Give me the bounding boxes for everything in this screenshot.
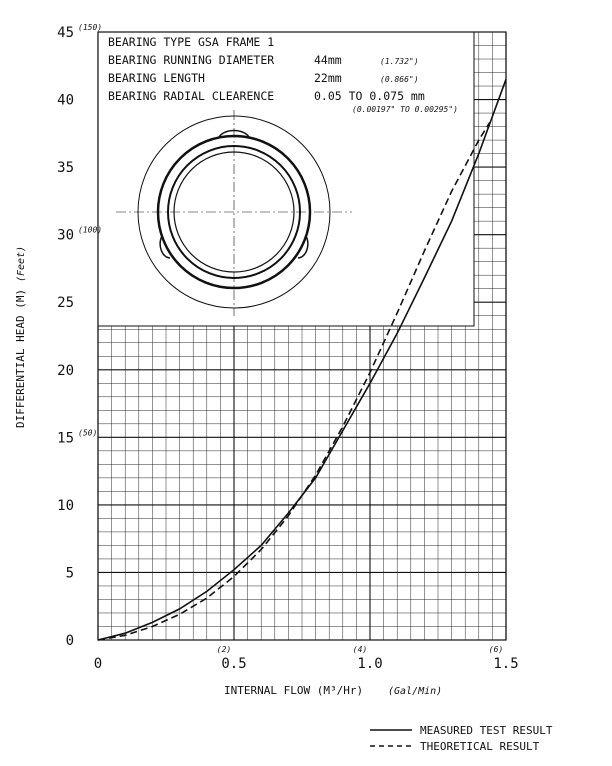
y-tick-label: 40 xyxy=(57,93,74,109)
bearing-lobe-right xyxy=(297,235,309,259)
bearing-drawing xyxy=(116,110,352,316)
info-line-3-label: BEARING LENGTH xyxy=(108,71,205,85)
y-alt-tick-label: (50) xyxy=(78,428,97,437)
bearing-info: BEARING TYPE GSA FRAME 1 BEARING RUNNING… xyxy=(108,35,458,114)
legend: MEASURED TEST RESULT THEORETICAL RESULT xyxy=(370,724,553,753)
info-line-2-value: 44mm xyxy=(314,53,342,67)
y-tick-label: 45 xyxy=(57,25,74,41)
y-axis-title: DIFFERENTIAL HEAD (M) xyxy=(14,289,27,428)
y-tick-label: 0 xyxy=(66,633,74,649)
y-alt-tick-label: (150) xyxy=(78,23,102,32)
x-axis-alt-title: (Gal/Min) xyxy=(388,686,442,697)
x-alt-tick-label: (6) xyxy=(489,645,503,654)
x-axis-title: INTERNAL FLOW (M³/Hr) xyxy=(224,684,363,697)
y-tick-label: 35 xyxy=(57,160,74,176)
legend-label: MEASURED TEST RESULT xyxy=(420,724,553,737)
x-tick-label: 1.5 xyxy=(493,656,518,672)
info-line-4-value: 0.05 TO 0.075 mm xyxy=(314,89,425,103)
x-tick-label: 0 xyxy=(94,656,102,672)
legend-label: THEORETICAL RESULT xyxy=(420,740,540,753)
info-line-2-label: BEARING RUNNING DIAMETER xyxy=(108,53,274,67)
y-tick-label: 5 xyxy=(66,565,74,581)
y-axis-alt-title: (Feet) xyxy=(16,246,27,282)
x-alt-tick-label: (2) xyxy=(217,645,231,654)
y-tick-label: 15 xyxy=(57,430,74,446)
info-line-2-alt: (1.732") xyxy=(380,57,419,66)
bearing-lobe-left xyxy=(159,235,171,259)
inset-panel xyxy=(97,31,475,327)
info-line-4-label: BEARING RADIAL CLEARENCE xyxy=(108,89,274,103)
tick-layer: 0 5 10 15 20 25 30 35 40 45 0 0.5 1.0 1.5 (2) (4) (6) (50… xyxy=(57,23,519,672)
info-line-4-alt: (0.00197" TO 0.00295") xyxy=(352,105,458,114)
y-tick-label: 25 xyxy=(57,295,74,311)
y-tick-label: 20 xyxy=(57,363,74,379)
info-line-3-value: 22mm xyxy=(314,71,342,85)
info-line-3-alt: (0.866") xyxy=(380,75,419,84)
y-tick-label: 10 xyxy=(57,498,74,514)
info-line-1: BEARING TYPE GSA FRAME 1 xyxy=(108,35,274,49)
x-alt-tick-label: (4) xyxy=(353,645,367,654)
plot-frame xyxy=(97,31,507,641)
y-alt-tick-label: (100) xyxy=(78,226,102,235)
series-layer xyxy=(97,79,507,641)
y-tick-label: 30 xyxy=(57,228,74,244)
series-line-theoretical xyxy=(97,122,491,641)
x-tick-label: 1.0 xyxy=(357,656,382,672)
x-tick-label: 0.5 xyxy=(221,656,246,672)
